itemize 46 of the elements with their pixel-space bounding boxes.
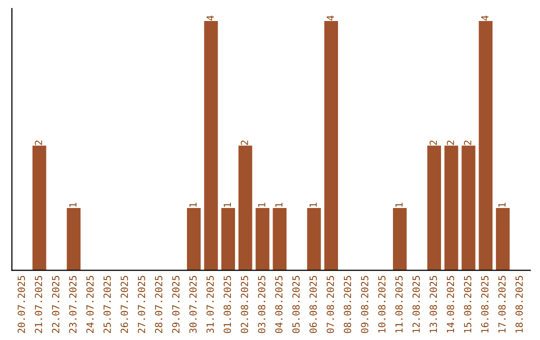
x-tick-label: 04.08.2025 (275, 276, 283, 334)
x-tick-label: 14.08.2025 (446, 276, 454, 333)
data-label: 1 (310, 202, 317, 207)
x-tick-label: 24.07.2025 (86, 276, 94, 333)
data-label: 2 (34, 140, 42, 145)
x-tick-label: 12.08.2025 (412, 276, 420, 333)
data-label: 2 (430, 140, 437, 145)
data-label: 4 (326, 16, 334, 20)
x-tick-label: 02.08.2025 (240, 276, 248, 334)
data-label: 1 (69, 202, 76, 207)
data-label: 1 (224, 202, 231, 207)
data-label: 1 (395, 202, 403, 207)
x-tick-label: 07.08.2025 (326, 276, 334, 334)
x-tick-label: 20.07.2025 (18, 276, 26, 333)
x-tick-label: 13.08.2025 (430, 276, 437, 333)
data-label: 1 (498, 202, 506, 207)
x-tick-label: 08.08.2025 (344, 276, 352, 334)
x-tick-label: 23.07.2025 (69, 276, 77, 333)
x-tick-label: 09.08.2025 (360, 276, 368, 334)
data-label: 1 (258, 202, 266, 207)
x-tick-label: 28.07.2025 (154, 276, 162, 333)
data-label: 1 (275, 202, 282, 207)
x-tick-label: 16.08.2025 (481, 276, 488, 333)
x-tick-label: 06.08.2025 (309, 276, 317, 334)
data-label: 2 (464, 140, 472, 145)
x-tick-label: 03.08.2025 (258, 276, 266, 334)
x-tick-label: 10.08.2025 (378, 276, 386, 333)
x-tick-label: 05.08.2025 (292, 276, 300, 334)
x-tick-label: 22.07.2025 (52, 276, 60, 333)
x-tick-label: 27.07.2025 (138, 276, 146, 333)
data-label: 4 (206, 16, 214, 20)
x-tick-label: 25.07.2025 (104, 276, 111, 333)
x-tick-label: 29.07.2025 (172, 276, 180, 333)
x-tick-label: 26.07.2025 (120, 276, 128, 333)
data-label: 1 (189, 202, 197, 207)
data-label: 2 (446, 140, 454, 145)
data-label: 4 (481, 16, 488, 20)
x-tick-label: 21.07.2025 (34, 276, 42, 333)
x-tick-label: 18.08.2025 (515, 276, 523, 333)
x-tick-label: 17.08.2025 (498, 276, 506, 333)
x-tick-label: 31.07.2025 (206, 276, 214, 334)
x-tick-label: 01.08.2025 (224, 276, 232, 334)
data-label: 2 (240, 140, 248, 145)
x-tick-label: 30.07.2025 (189, 276, 197, 334)
x-tick-label: 11.08.2025 (395, 276, 403, 333)
x-tick-label: 15.08.2025 (464, 276, 472, 333)
